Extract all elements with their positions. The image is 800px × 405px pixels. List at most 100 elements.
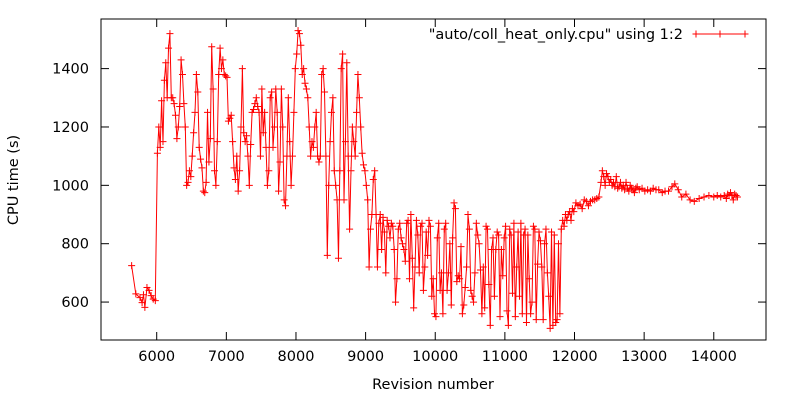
data-point — [302, 85, 310, 93]
data-point — [397, 234, 405, 242]
data-point — [165, 44, 173, 52]
data-point — [294, 27, 302, 35]
data-point — [690, 197, 698, 205]
data-point — [180, 100, 188, 108]
data-point — [222, 72, 230, 80]
legend-point — [716, 30, 724, 38]
data-point — [241, 138, 249, 146]
data-point — [394, 225, 402, 233]
data-point — [224, 117, 232, 125]
data-point — [329, 94, 337, 102]
data-point — [354, 70, 362, 78]
x-tick-label: 14000 — [691, 349, 737, 365]
data-point — [268, 88, 276, 96]
data-point — [248, 108, 256, 116]
data-point — [500, 234, 508, 242]
data-point — [695, 194, 703, 202]
series-line — [131, 28, 738, 329]
data-point — [369, 176, 377, 183]
data-point — [348, 123, 356, 131]
data-point — [447, 301, 455, 309]
data-point — [457, 243, 465, 251]
data-point — [415, 269, 423, 277]
data-point — [198, 164, 206, 172]
data-point — [315, 158, 323, 166]
data-point — [280, 196, 288, 204]
data-point — [439, 310, 447, 318]
data-point — [429, 275, 437, 283]
data-point — [277, 85, 285, 93]
data-point — [350, 138, 358, 146]
y-axis-ticks: 600 800 1000 1200 1400 — [52, 62, 766, 311]
legend-point — [741, 30, 749, 38]
data-point — [507, 231, 515, 239]
data-point — [138, 299, 146, 307]
data-point — [671, 180, 679, 188]
data-point — [392, 298, 400, 306]
data-point — [543, 269, 551, 277]
data-point — [358, 149, 366, 157]
x-tick-label: 9000 — [347, 349, 384, 365]
data-point — [300, 65, 308, 73]
data-point — [534, 260, 542, 268]
data-point — [387, 219, 395, 227]
data-point — [542, 225, 550, 233]
legend-series-marker — [692, 30, 749, 38]
data-point — [339, 50, 347, 58]
data-point — [421, 263, 429, 271]
data-point — [513, 263, 521, 271]
data-point — [539, 316, 547, 324]
data-point — [166, 30, 174, 38]
data-point — [597, 178, 605, 186]
data-point — [231, 176, 239, 183]
data-point — [276, 158, 284, 166]
data-point — [458, 310, 466, 318]
data-point — [229, 138, 237, 146]
data-point — [567, 216, 575, 224]
data-point — [486, 321, 494, 329]
data-point — [495, 231, 503, 239]
data-point — [213, 138, 221, 146]
data-point — [185, 167, 193, 175]
data-point — [297, 41, 305, 49]
data-point — [665, 187, 673, 195]
data-point — [483, 225, 491, 233]
data-point — [531, 225, 539, 233]
data-point — [243, 132, 251, 140]
data-point — [425, 216, 433, 224]
data-point — [333, 196, 341, 204]
data-point — [147, 292, 155, 300]
x-tick-label: 13000 — [621, 349, 667, 365]
data-point — [217, 65, 225, 73]
data-point — [191, 108, 199, 116]
legend: "auto/coll_heat_only.cpu" using 1:2 — [429, 27, 749, 43]
data-point — [347, 167, 355, 175]
data-point — [174, 123, 182, 131]
data-point — [449, 234, 457, 242]
data-point — [529, 222, 537, 230]
data-point — [431, 310, 439, 318]
data-point — [584, 202, 592, 210]
data-point — [468, 292, 476, 300]
data-point — [655, 186, 663, 194]
data-point — [485, 281, 493, 289]
data-point — [136, 294, 144, 302]
data-point — [286, 138, 294, 146]
data-point — [366, 225, 374, 233]
data-point — [361, 167, 369, 175]
data-point — [340, 196, 348, 204]
data-point — [216, 44, 224, 52]
data-point — [204, 108, 212, 116]
data-point — [541, 240, 549, 248]
data-point — [275, 187, 283, 195]
data-point — [460, 301, 468, 309]
data-point — [153, 149, 161, 157]
data-point — [341, 138, 349, 146]
data-point — [518, 310, 526, 318]
y-tick-label: 1400 — [52, 62, 89, 78]
data-point — [527, 310, 535, 318]
data-point — [700, 193, 708, 201]
data-point — [187, 173, 195, 181]
data-point — [319, 65, 327, 73]
data-point — [470, 298, 478, 306]
